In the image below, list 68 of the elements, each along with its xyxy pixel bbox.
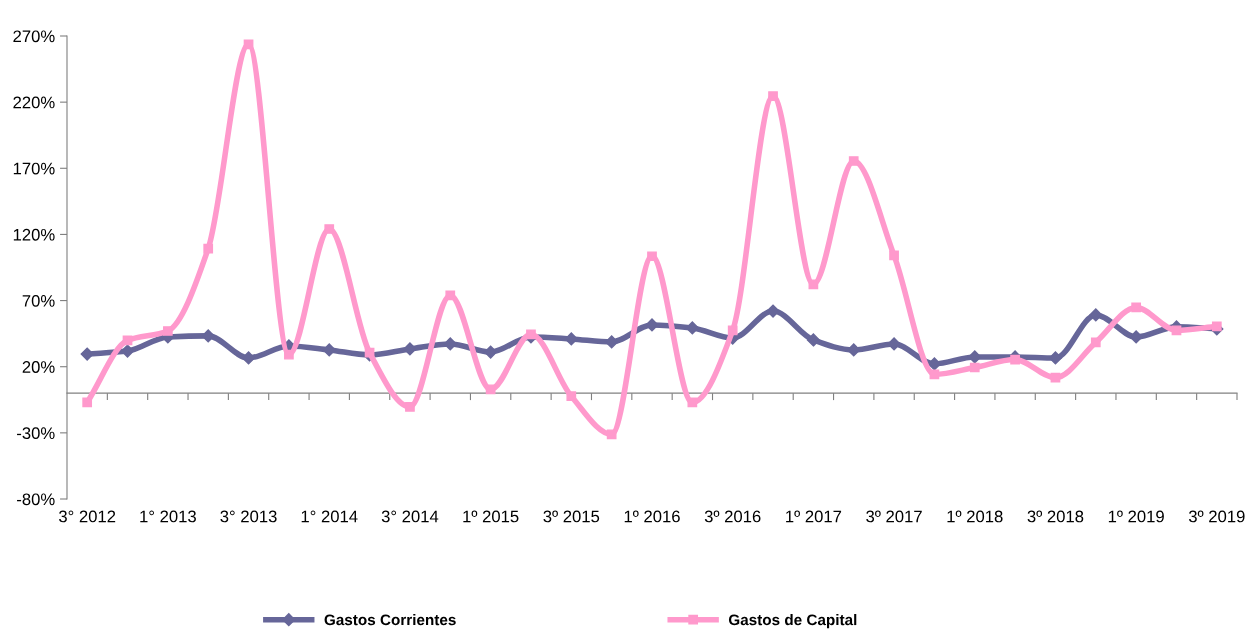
point: [685, 321, 699, 335]
point: [324, 224, 335, 234]
point: [443, 337, 457, 351]
point: [201, 329, 215, 343]
point: [322, 343, 336, 357]
point: [564, 332, 578, 346]
point: [605, 335, 619, 349]
x-tick-label: 1º 2016: [624, 510, 680, 523]
point: [1129, 330, 1143, 344]
point: [1010, 354, 1020, 365]
point: [445, 290, 456, 301]
point: [364, 347, 375, 358]
point: [163, 326, 173, 336]
point: [1131, 302, 1141, 313]
x-tick-label: 3º 2019: [1188, 510, 1245, 523]
x-tick-label: 3º 2015: [543, 510, 600, 523]
x-tick-label: 3º 2016: [704, 510, 761, 523]
x-tick-label: 1º 2017: [786, 510, 842, 523]
y-tick-label: -30%: [17, 427, 55, 440]
point: [687, 397, 698, 408]
x-tick-label: 3º 2018: [1027, 510, 1084, 523]
y-tick-label: 220%: [13, 96, 55, 109]
point: [284, 349, 294, 360]
point: [203, 243, 214, 254]
y-tick-label: -80%: [17, 493, 55, 506]
legend-label: Gastos de Capital: [728, 614, 857, 629]
point: [768, 91, 778, 101]
point: [969, 362, 980, 373]
point: [968, 350, 982, 364]
point: [241, 351, 256, 365]
x-tick-label: 3° 2014: [381, 510, 439, 523]
point: [1089, 308, 1103, 322]
point: [405, 402, 415, 412]
point: [727, 325, 738, 336]
x-tick-label: 1° 2013: [140, 510, 196, 523]
point: [848, 156, 859, 166]
y-tick-label: 270%: [13, 30, 55, 43]
point: [403, 342, 417, 356]
x-tick-label: 3º 2017: [866, 510, 922, 523]
point: [484, 345, 498, 359]
point: [485, 384, 496, 395]
point: [887, 337, 901, 351]
point: [526, 329, 536, 340]
point: [606, 429, 617, 440]
point: [889, 250, 899, 261]
x-tick-label: 3° 2013: [220, 510, 277, 523]
point: [566, 391, 577, 402]
point: [80, 347, 94, 361]
x-tick-label: 1º 2018: [947, 510, 1003, 523]
point: [1090, 337, 1101, 348]
y-tick-label: 170%: [13, 162, 55, 175]
point: [645, 318, 659, 332]
x-tick-label: 1º 2015: [463, 510, 519, 523]
point: [647, 251, 657, 262]
x-tick-label: 3° 2012: [58, 510, 116, 523]
point: [1171, 325, 1182, 336]
point: [847, 343, 861, 357]
point: [808, 279, 819, 290]
legend-label: Gastos Corrientes: [324, 614, 456, 626]
y-tick-label: 20%: [22, 361, 55, 373]
point: [806, 333, 820, 347]
point: [1211, 321, 1222, 332]
point: [82, 397, 93, 408]
point: [766, 304, 780, 318]
y-tick-label: 120%: [13, 228, 55, 241]
x-tick-label: 1º 2019: [1108, 510, 1164, 523]
x-tick-label: 1° 2014: [301, 510, 358, 523]
y-tick-label: 70%: [22, 294, 55, 307]
